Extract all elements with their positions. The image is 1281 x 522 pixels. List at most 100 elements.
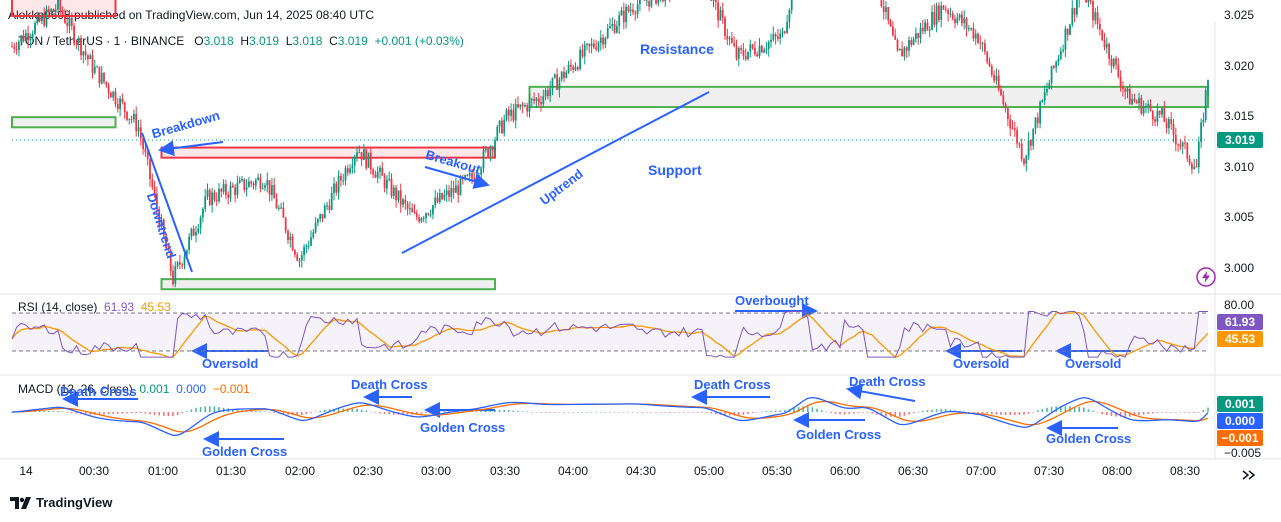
macd-histogram-bar — [443, 410, 446, 412]
low-value: 3.018 — [292, 34, 323, 48]
macd-histogram-bar — [282, 412, 285, 415]
candle-body — [951, 13, 954, 19]
macd-histogram-bar — [480, 410, 482, 412]
macd-histogram-bar — [655, 412, 657, 413]
candle-body — [489, 147, 492, 157]
macd-histogram-bar — [176, 412, 179, 416]
time-tick-label: 04:00 — [557, 464, 589, 478]
macd-histogram-bar — [195, 408, 197, 412]
macd-histogram-bar — [255, 411, 257, 412]
macd-histogram-bar — [1060, 406, 1062, 412]
candle-body — [995, 75, 998, 81]
macd-histogram-bar — [117, 412, 119, 414]
candle-body — [333, 183, 335, 193]
macd-histogram-bar — [199, 407, 202, 412]
macd-histogram-bar — [1142, 412, 1145, 415]
macd-histogram-bar — [434, 411, 436, 413]
macd-histogram-bar — [963, 411, 965, 413]
candle-body — [1007, 108, 1009, 120]
candle-body — [215, 199, 218, 202]
candle-body — [933, 11, 936, 25]
candle-body — [560, 71, 563, 80]
tradingview-logo[interactable]: TradingView — [10, 495, 112, 510]
candle-body — [390, 178, 393, 196]
candle-body — [648, 0, 650, 7]
candle-body — [783, 31, 786, 33]
candle-body — [310, 237, 312, 246]
candle-body — [1087, 0, 1090, 3]
candle-body — [268, 180, 271, 195]
candle-body — [1140, 97, 1143, 114]
macd-histogram-bar — [554, 412, 556, 413]
time-tick-label: 05:30 — [761, 464, 793, 478]
rsi-line — [11, 311, 1208, 358]
candle-body — [919, 27, 922, 39]
macd-histogram-bar — [383, 412, 386, 414]
macd-histogram-bar — [1050, 406, 1053, 412]
macd-histogram-bar — [1188, 412, 1191, 413]
macd-histogram-bar — [705, 412, 708, 413]
macd-histogram-bar — [420, 412, 423, 414]
candle-body — [1041, 100, 1044, 102]
open-label: O — [194, 34, 204, 48]
resistance-label: Resistance — [640, 41, 714, 57]
macd-histogram-bar — [204, 406, 206, 412]
overbought-label: Overbought — [735, 293, 809, 308]
candle-body — [480, 168, 483, 175]
candle-body — [1186, 142, 1189, 159]
macd-histogram-bar — [485, 410, 487, 412]
candle-body — [505, 109, 508, 120]
macd-histogram-bar — [807, 406, 809, 412]
candle-body — [1025, 155, 1028, 164]
symbol-name[interactable]: TON / TetherUS · 1 · BINANCE — [18, 34, 185, 48]
macd-histogram-bar — [1073, 406, 1076, 412]
candle-body — [277, 207, 280, 209]
macd-histogram-bar — [489, 410, 492, 412]
candle-body — [434, 197, 437, 206]
candle-body — [107, 85, 110, 93]
time-tick-label: 02:30 — [352, 464, 384, 478]
candle-body — [956, 17, 959, 24]
candle-body — [1170, 119, 1173, 124]
lightning-icon[interactable] — [1196, 267, 1216, 287]
candle-body — [153, 187, 156, 194]
candle-body — [528, 99, 531, 112]
candle-body — [593, 43, 595, 48]
candle-body — [243, 178, 246, 190]
candle-body — [944, 9, 947, 11]
candle-body — [586, 43, 588, 45]
candle-body — [524, 105, 526, 107]
candle-body — [740, 48, 742, 50]
candle-body — [570, 64, 572, 67]
candle-body — [632, 9, 634, 13]
macd-histogram-bar — [121, 412, 124, 414]
candle-body — [195, 231, 197, 236]
candle-body — [967, 28, 970, 30]
oversold-label-3: Oversold — [1065, 356, 1122, 371]
candle-body — [296, 254, 299, 261]
candle-body — [1050, 66, 1053, 83]
candle-body — [618, 15, 621, 27]
macd-histogram-bar — [140, 412, 142, 414]
candle-body — [1131, 98, 1133, 105]
candle-body — [639, 0, 641, 5]
rsi-ma-line — [11, 311, 1209, 358]
go-to-realtime-icon[interactable] — [1239, 467, 1259, 483]
macd-histogram-bar — [1207, 407, 1209, 412]
macd-histogram-bar — [650, 412, 653, 413]
candle-body — [185, 249, 188, 257]
golden-cross-label-4: Golden Cross — [1046, 431, 1132, 446]
candle-body — [1172, 123, 1175, 135]
macd-histogram-bar — [981, 412, 984, 414]
macd-histogram-bar — [991, 412, 993, 415]
candle-body — [100, 72, 103, 84]
candle-body — [526, 105, 529, 112]
candle-body — [606, 28, 609, 38]
candle-body — [142, 138, 144, 150]
candle-body — [558, 79, 561, 90]
candle-body — [887, 7, 890, 21]
candle-body — [374, 174, 377, 178]
candle-body — [133, 113, 135, 120]
candle-body — [1158, 110, 1161, 115]
